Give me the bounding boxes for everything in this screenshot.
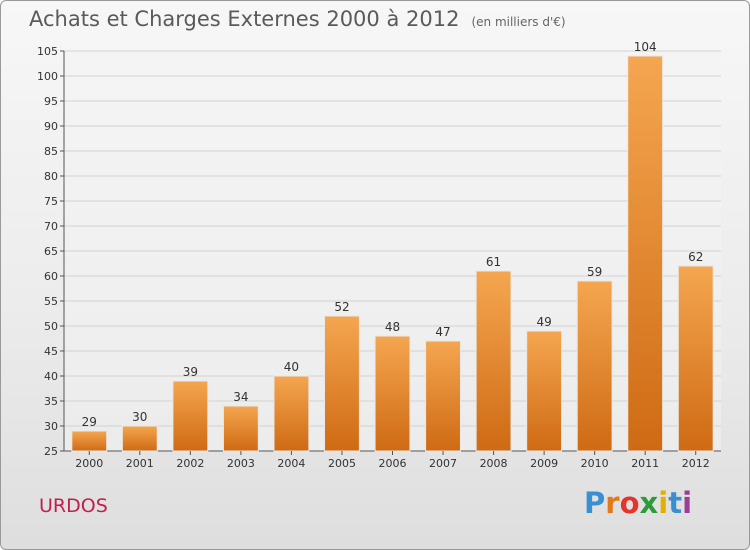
data-label: 104 xyxy=(634,40,657,54)
y-tick-label: 35 xyxy=(44,395,58,408)
bar xyxy=(627,55,664,452)
y-tick-label: 40 xyxy=(44,370,58,383)
logo-letter: r xyxy=(605,486,620,520)
y-tick-label: 100 xyxy=(37,70,58,83)
y-tick-label: 45 xyxy=(44,345,58,358)
bar xyxy=(273,375,310,452)
y-tick-label: 65 xyxy=(44,245,58,258)
x-tick-label: 2008 xyxy=(480,457,508,470)
logo-letter: o xyxy=(619,486,640,520)
y-tick-label: 90 xyxy=(44,120,58,133)
bar xyxy=(324,315,360,452)
logo-letter: i xyxy=(658,486,669,520)
x-tick-label: 2011 xyxy=(631,457,659,470)
bar xyxy=(677,265,714,452)
data-label: 40 xyxy=(284,360,299,374)
chart-subtitle: (en milliers d'€) xyxy=(471,15,566,29)
commune-name: URDOS xyxy=(39,495,108,517)
data-label: 48 xyxy=(385,320,400,334)
data-label: 49 xyxy=(536,315,551,329)
bar xyxy=(121,425,158,452)
y-tick-label: 30 xyxy=(44,420,58,433)
x-tick-label: 2010 xyxy=(581,457,609,470)
data-label: 62 xyxy=(688,250,703,264)
x-tick-label: 2001 xyxy=(126,457,154,470)
x-tick-label: 2002 xyxy=(176,457,204,470)
x-tick-label: 2005 xyxy=(328,457,356,470)
bar xyxy=(425,340,461,452)
data-label: 39 xyxy=(183,365,198,379)
data-label: 30 xyxy=(132,410,147,424)
y-tick-label: 95 xyxy=(44,95,58,108)
y-tick-label: 105 xyxy=(37,45,58,58)
y-tick-label: 60 xyxy=(44,270,58,283)
bar xyxy=(576,280,613,452)
bar xyxy=(172,380,209,452)
logo-letter: P xyxy=(584,486,606,520)
logo-letter: i xyxy=(682,486,693,520)
logo-letter: t xyxy=(668,486,683,520)
x-tick-label: 2009 xyxy=(530,457,558,470)
x-tick-label: 2004 xyxy=(277,457,305,470)
chart-title-text: Achats et Charges Externes 2000 à 2012 xyxy=(29,7,460,31)
x-tick-label: 2000 xyxy=(75,457,103,470)
logo-letter: x xyxy=(639,486,659,520)
data-label: 61 xyxy=(486,255,501,269)
y-tick-label: 80 xyxy=(44,170,58,183)
y-tick-label: 50 xyxy=(44,320,58,333)
x-tick-label: 2006 xyxy=(379,457,407,470)
x-tick-label: 2012 xyxy=(682,457,710,470)
proxiti-logo: Proxiti xyxy=(584,486,692,520)
y-tick-label: 75 xyxy=(44,195,58,208)
bar xyxy=(222,405,259,452)
bar xyxy=(71,430,108,452)
bar xyxy=(526,330,563,452)
data-label: 34 xyxy=(233,390,248,404)
y-tick-label: 25 xyxy=(44,445,58,458)
chart-title: Achats et Charges Externes 2000 à 2012 (e… xyxy=(29,7,566,31)
bar xyxy=(475,270,512,452)
data-label: 52 xyxy=(334,300,349,314)
y-tick-label: 85 xyxy=(44,145,58,158)
data-label: 47 xyxy=(435,325,450,339)
data-label: 59 xyxy=(587,265,602,279)
x-tick-label: 2007 xyxy=(429,457,457,470)
y-tick-label: 55 xyxy=(44,295,58,308)
bar xyxy=(374,335,411,452)
x-tick-label: 2003 xyxy=(227,457,255,470)
data-label: 29 xyxy=(82,415,97,429)
y-tick-label: 70 xyxy=(44,220,58,233)
